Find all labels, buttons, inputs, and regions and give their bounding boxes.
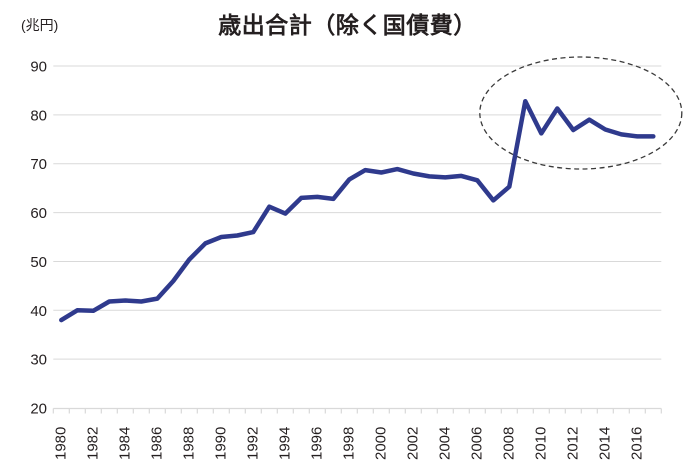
x-tick-label: 2008	[500, 427, 517, 460]
y-tick-label: 70	[30, 156, 47, 173]
x-tick-label: 2004	[436, 427, 453, 460]
x-tick-label: 1984	[116, 427, 133, 460]
x-tick-label: 1994	[276, 427, 293, 460]
x-tick-label: 1992	[244, 427, 261, 460]
x-tick-label: 1996	[308, 427, 325, 460]
expenditure-series-line	[59, 98, 656, 323]
x-tick-label: 1982	[84, 427, 101, 460]
y-tick-label: 80	[30, 107, 47, 124]
x-tick-label: 1990	[212, 427, 229, 460]
y-tick-label: 20	[30, 401, 47, 418]
y-tick-label: 90	[30, 59, 47, 76]
y-axis-unit-label: (兆円)	[21, 17, 59, 33]
x-tick-label: 1988	[180, 427, 197, 460]
x-tick-label: 1998	[340, 427, 357, 460]
y-tick-label: 60	[30, 205, 47, 222]
x-tick-label: 2006	[468, 427, 485, 460]
x-tick-label: 2016	[628, 427, 645, 460]
x-tick-label: 2002	[404, 427, 421, 460]
y-tick-label: 40	[30, 303, 47, 320]
chart-title: 歳出合計（除く国債費）	[218, 12, 477, 38]
y-tick-label: 50	[30, 254, 47, 271]
x-tick-label: 1986	[148, 427, 165, 460]
x-tick-label: 2010	[532, 427, 549, 460]
x-tick-label: 2014	[596, 427, 613, 460]
highlight-ellipse-annotation	[479, 56, 683, 170]
y-tick-label: 30	[30, 352, 47, 369]
x-tick-label: 2000	[372, 427, 389, 460]
x-tick-label: 2012	[564, 427, 581, 460]
x-tick-label: 1980	[52, 427, 69, 460]
